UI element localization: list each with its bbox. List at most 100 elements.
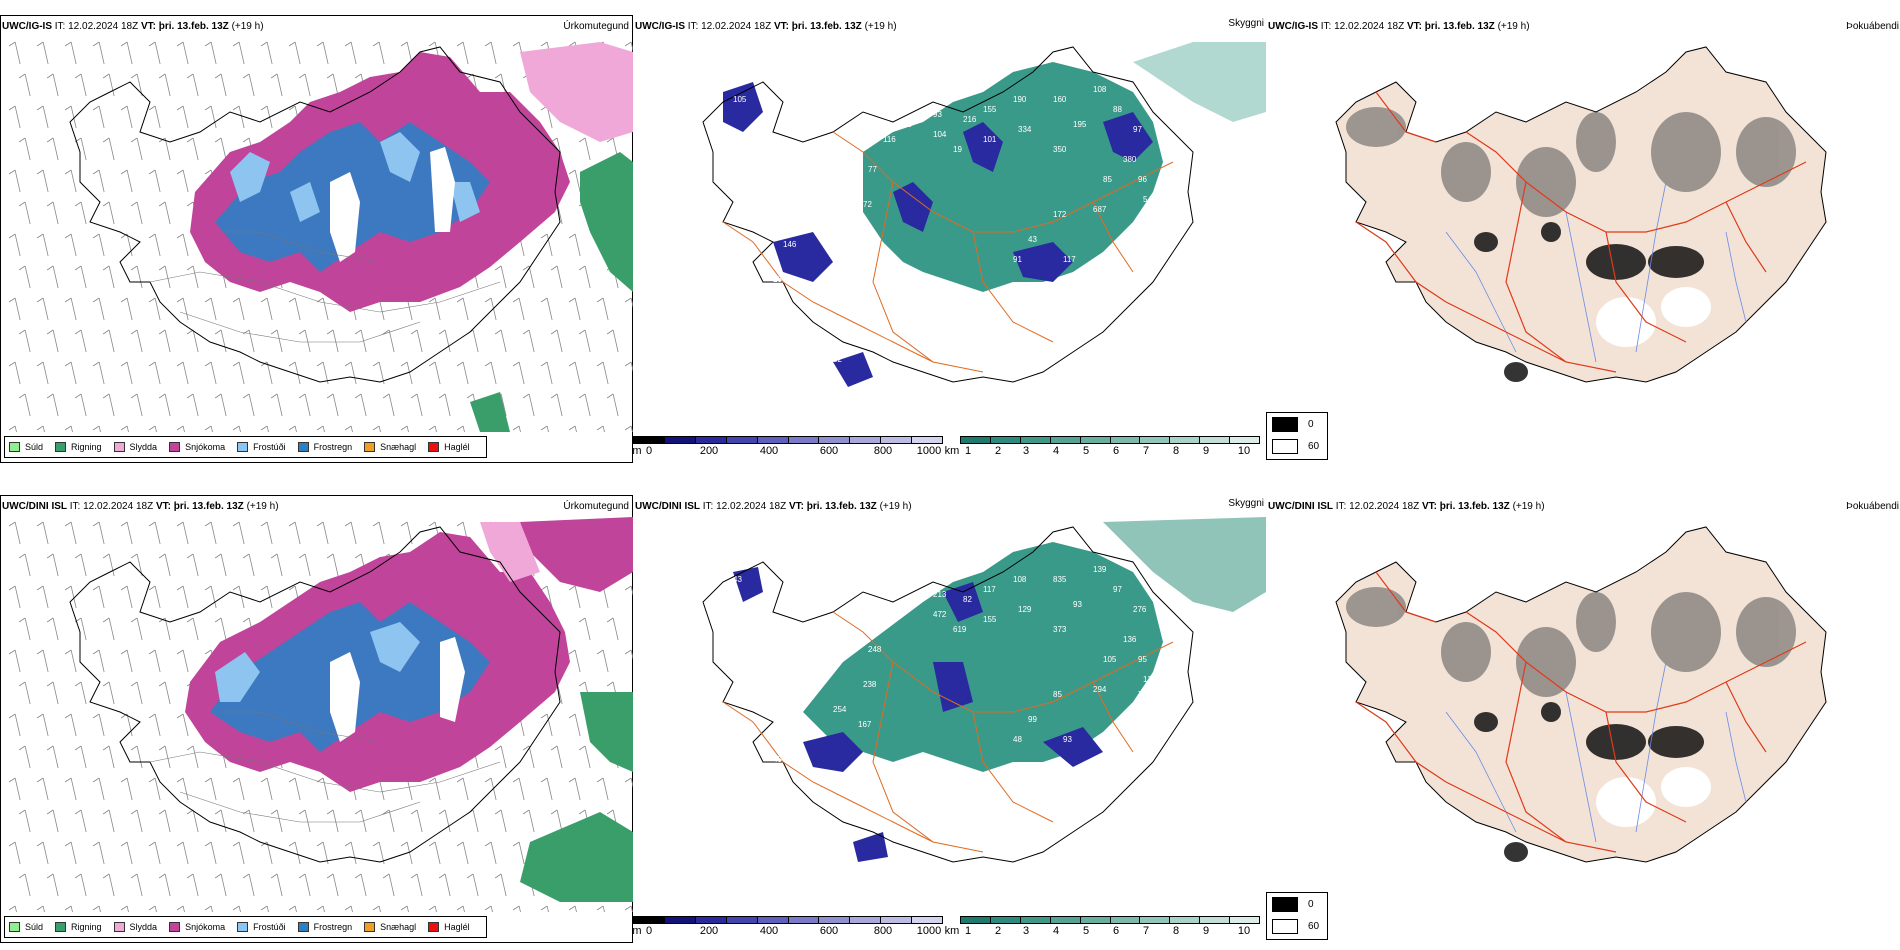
- precip-type-legend: Súld Rigning Slydda Snjókoma Frostúði Fr…: [4, 436, 487, 458]
- legend-swatch: [113, 922, 125, 932]
- wind-barb: [372, 425, 381, 432]
- ceiling-colorbar-labels: m 0 200 400 600 800 1000: [633, 445, 943, 458]
- wind-barb: [484, 777, 497, 801]
- visibility-label: 93: [933, 110, 942, 119]
- wind-barb: [540, 713, 553, 737]
- wind-barb: [148, 297, 161, 321]
- wind-barb: [92, 297, 105, 321]
- wind-barb: [456, 41, 469, 65]
- fog-legend-row: 0: [1267, 893, 1327, 915]
- colorbar-step: [1140, 917, 1171, 923]
- wind-barb: [372, 41, 385, 65]
- wind-barb: [120, 169, 133, 193]
- wind-barb: [204, 905, 213, 912]
- wind-barb: [428, 841, 441, 865]
- wind-barb: [204, 297, 217, 321]
- visibility-label: 104: [933, 130, 947, 139]
- visibility-label: 835: [1053, 575, 1067, 584]
- wind-barb: [512, 361, 525, 385]
- wind-barb: [232, 841, 245, 865]
- visibility-label: 109: [728, 140, 742, 149]
- wind-barb: [158, 809, 171, 833]
- wind-barb: [8, 297, 21, 321]
- wind-barb: [214, 873, 227, 897]
- wind-barb: [102, 553, 115, 577]
- visibility-label: 177: [903, 600, 917, 609]
- visibility-label: 100: [803, 175, 817, 184]
- wind-barb: [270, 329, 283, 353]
- wind-barb: [260, 425, 269, 432]
- ceiling-colorbar: m 0 200 400 600 800 1000: [633, 436, 943, 460]
- wind-barb: [624, 585, 633, 597]
- visibility-label: 136: [1123, 635, 1137, 644]
- wind-barb: [606, 329, 619, 353]
- wind-barb: [326, 73, 339, 97]
- colorbar-step: [788, 917, 820, 923]
- wind-barb: [158, 265, 171, 289]
- wind-barb: [550, 809, 563, 833]
- colorbar-step: [819, 437, 851, 443]
- fog-legend-swatch: [1272, 438, 1298, 454]
- visibility-label: 82: [963, 595, 972, 604]
- visibility-label: 97: [1133, 125, 1142, 134]
- wind-barb: [148, 105, 161, 129]
- wind-barb: [36, 585, 49, 609]
- wind-barb: [176, 105, 189, 129]
- wind-barb: [120, 521, 133, 545]
- wind-barb: [64, 585, 77, 609]
- wind-barb: [148, 361, 161, 385]
- wind-barb: [288, 297, 301, 321]
- colorbar-step: [1110, 917, 1141, 923]
- colorbar-tick: 3: [1022, 925, 1030, 937]
- wind-barb: [74, 329, 87, 353]
- colorbar-unit: m: [633, 925, 642, 937]
- wind-barb: [428, 777, 441, 801]
- visibility-label: 194: [1103, 730, 1117, 739]
- panel-title: UWC/DINI ISL IT: 12.02.2024 18Z VT: þri.…: [2, 501, 279, 512]
- wind-barb: [36, 905, 45, 912]
- iceland-outline: [69, 46, 561, 383]
- colorbar-tick: 2: [994, 925, 1002, 937]
- wind-barb: [92, 905, 101, 912]
- wind-barb: [344, 521, 357, 545]
- wind-barb: [568, 905, 577, 912]
- visibility-label: 334: [1018, 125, 1032, 134]
- visibility-label: 45: [773, 755, 782, 764]
- wind-barb: [624, 905, 633, 912]
- visibility-label: 101: [983, 135, 997, 144]
- wind-barb: [438, 873, 451, 897]
- colorbar-step: [788, 437, 820, 443]
- wind-barb: [270, 809, 283, 833]
- wind-barb: [456, 425, 465, 432]
- visibility-label: 43: [733, 575, 742, 584]
- wind-barb: [568, 649, 581, 673]
- wind-barb: [540, 585, 553, 609]
- wind-barb: [46, 265, 59, 289]
- wind-barb: [102, 73, 115, 97]
- visibility-label: 105: [733, 95, 747, 104]
- colorbar-unit: km: [944, 925, 960, 937]
- wind-barb: [74, 681, 87, 705]
- wind-barb: [540, 297, 553, 321]
- wind-barb: [382, 329, 395, 353]
- wind-barb: [438, 393, 451, 417]
- legend-item: Frostúði: [237, 442, 286, 452]
- visibility-label: 373: [1053, 625, 1067, 634]
- wind-barb: [354, 329, 367, 353]
- wind-barb: [46, 137, 59, 161]
- panel-precip-type-ig: UWC/IG-IS IT: 12.02.2024 18Z VT: þri. 13…: [0, 0, 633, 465]
- wind-barb: [64, 777, 77, 801]
- wind-barb: [428, 425, 437, 432]
- roads: [722, 131, 1174, 373]
- wind-barb: [148, 41, 161, 65]
- wind-barb: [130, 265, 143, 289]
- visibility-label: 160: [1053, 95, 1067, 104]
- wind-barb: [64, 297, 77, 321]
- visibility-label: 400: [1138, 210, 1152, 219]
- wind-barb: [158, 681, 171, 705]
- land-fill: [1336, 47, 1826, 382]
- wind-barb: [456, 905, 465, 912]
- colorbar-tick: 7: [1142, 925, 1150, 937]
- iceland-outline: [702, 46, 1194, 383]
- wind-barb: [214, 809, 227, 833]
